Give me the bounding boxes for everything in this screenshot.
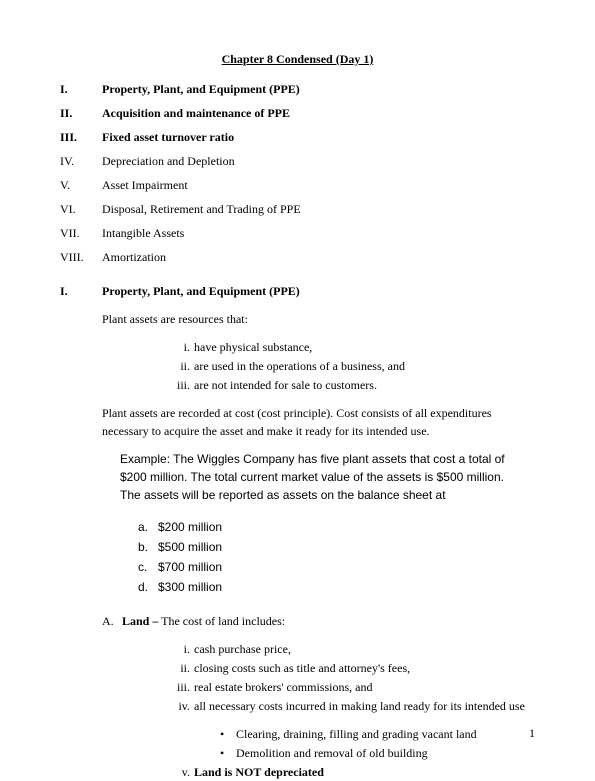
page-title: Chapter 8 Condensed (Day 1) [60, 50, 535, 68]
toc-item-label: Acquisition and maintenance of PPE [102, 104, 290, 122]
toc-item: V.Asset Impairment [60, 176, 535, 194]
toc-item-label: Disposal, Retirement and Trading of PPE [102, 200, 301, 218]
toc-item-num: VII. [60, 224, 102, 242]
item-text: closing costs such as title and attorney… [194, 659, 410, 677]
toc-item-label: Amortization [102, 248, 166, 266]
bullet-text: Demolition and removal of old building [236, 744, 428, 762]
bullet-item: •Clearing, draining, filling and grading… [220, 725, 535, 743]
toc-item: VI.Disposal, Retirement and Trading of P… [60, 200, 535, 218]
option-item: d.$300 million [138, 578, 535, 596]
option-text: $700 million [158, 558, 222, 576]
item-text: all necessary costs incurred in making l… [194, 697, 525, 715]
item-text: real estate brokers' commissions, and [194, 678, 372, 696]
toc-item: VII.Intangible Assets [60, 224, 535, 242]
toc-item: VIII.Amortization [60, 248, 535, 266]
toc-item: II.Acquisition and maintenance of PPE [60, 104, 535, 122]
item-text: cash purchase price, [194, 640, 291, 658]
example-text: Example: The Wiggles Company has five pl… [120, 450, 515, 504]
toc-item-num: II. [60, 104, 102, 122]
section-1-header: I. Property, Plant, and Equipment (PPE) [60, 282, 535, 300]
list-item: v. Land is NOT depreciated [170, 763, 535, 781]
item-num: ii. [170, 659, 194, 677]
table-of-contents: I.Property, Plant, and Equipment (PPE)II… [60, 80, 535, 266]
subsection-a-heading: Land – [122, 614, 158, 628]
cost-principle-text: Plant assets are recorded at cost (cost … [102, 404, 535, 440]
option-item: c.$700 million [138, 558, 535, 576]
item-num: iv. [170, 697, 194, 715]
option-letter: c. [138, 558, 158, 576]
toc-item: IV.Depreciation and Depletion [60, 152, 535, 170]
list-item: i.cash purchase price, [170, 640, 535, 658]
toc-item-label: Depreciation and Depletion [102, 152, 235, 170]
item-text: are not intended for sale to customers. [194, 376, 377, 394]
item-num: ii. [170, 357, 194, 375]
toc-item-num: V. [60, 176, 102, 194]
criteria-list: i.have physical substance,ii.are used in… [170, 338, 535, 394]
toc-item-num: VI. [60, 200, 102, 218]
item-num: v. [170, 763, 194, 781]
bullet-text: Clearing, draining, filling and grading … [236, 725, 477, 743]
list-item: ii.closing costs such as title and attor… [170, 659, 535, 677]
toc-item-label: Intangible Assets [102, 224, 184, 242]
toc-item-label: Fixed asset turnover ratio [102, 128, 234, 146]
land-bullets: •Clearing, draining, filling and grading… [220, 725, 535, 762]
list-item: i.have physical substance, [170, 338, 535, 356]
land-final-item: v. Land is NOT depreciated [170, 763, 535, 781]
bullet-icon: • [220, 744, 236, 762]
page-number: 1 [529, 724, 535, 742]
toc-item-num: I. [60, 80, 102, 98]
list-item: iii.are not intended for sale to custome… [170, 376, 535, 394]
item-num: iii. [170, 376, 194, 394]
options-list: a.$200 millionb.$500 millionc.$700 milli… [138, 518, 535, 596]
item-num: i. [170, 338, 194, 356]
toc-item-num: VIII. [60, 248, 102, 266]
list-item: ii.are used in the operations of a busin… [170, 357, 535, 375]
toc-item: I.Property, Plant, and Equipment (PPE) [60, 80, 535, 98]
subsection-a-letter: A. [102, 612, 122, 630]
bullet-icon: • [220, 725, 236, 743]
option-letter: a. [138, 518, 158, 536]
toc-item: III.Fixed asset turnover ratio [60, 128, 535, 146]
item-text: Land is NOT depreciated [194, 763, 324, 781]
subsection-a-text: Land – The cost of land includes: [122, 612, 285, 630]
item-text: are used in the operations of a business… [194, 357, 405, 375]
option-text: $200 million [158, 518, 222, 536]
item-text: have physical substance, [194, 338, 312, 356]
option-item: a.$200 million [138, 518, 535, 536]
option-text: $500 million [158, 538, 222, 556]
toc-item-label: Asset Impairment [102, 176, 188, 194]
list-item: iv.all necessary costs incurred in makin… [170, 697, 535, 715]
subsection-a-tail: The cost of land includes: [158, 614, 285, 628]
option-text: $300 million [158, 578, 222, 596]
section-1-label: Property, Plant, and Equipment (PPE) [102, 282, 300, 300]
toc-item-num: IV. [60, 152, 102, 170]
list-item: iii.real estate brokers' commissions, an… [170, 678, 535, 696]
subsection-a: A. Land – The cost of land includes: [102, 612, 535, 630]
toc-item-label: Property, Plant, and Equipment (PPE) [102, 80, 300, 98]
toc-item-num: III. [60, 128, 102, 146]
bullet-item: •Demolition and removal of old building [220, 744, 535, 762]
option-letter: b. [138, 538, 158, 556]
item-num: i. [170, 640, 194, 658]
item-num: iii. [170, 678, 194, 696]
land-cost-list: i.cash purchase price,ii.closing costs s… [170, 640, 535, 715]
option-letter: d. [138, 578, 158, 596]
option-item: b.$500 million [138, 538, 535, 556]
section-1-intro: Plant assets are resources that: [102, 310, 535, 328]
section-1-num: I. [60, 282, 102, 300]
